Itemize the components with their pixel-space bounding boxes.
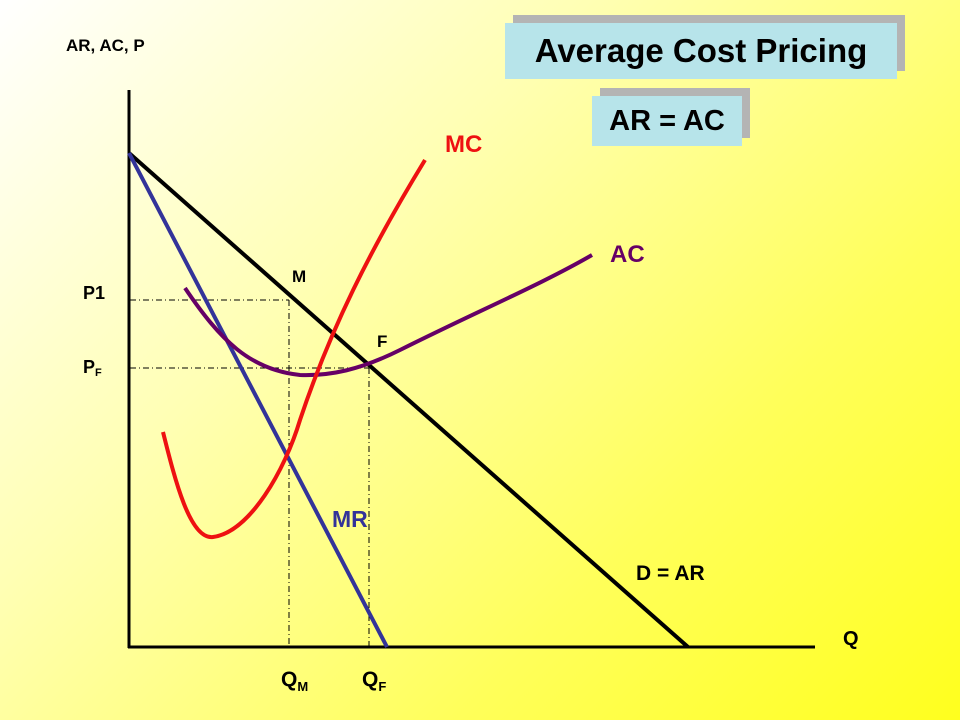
point-f-label: F xyxy=(377,332,387,351)
mr-label: MR xyxy=(332,506,368,532)
qm-main: Q xyxy=(281,668,297,691)
qm-sub: M xyxy=(297,679,308,694)
subtitle-box: AR = AC xyxy=(592,96,742,146)
y-axis-label: AR, AC, P xyxy=(66,36,145,55)
guide-lines xyxy=(130,299,370,646)
qm-label: QM xyxy=(281,668,308,694)
mr-curve xyxy=(127,152,389,648)
mc-label: MC xyxy=(445,131,482,158)
ac-curve xyxy=(183,253,593,378)
demand-curve xyxy=(127,151,690,649)
qf-label: QF xyxy=(362,668,386,694)
point-m-label: M xyxy=(292,267,306,286)
pf-sub: F xyxy=(95,367,102,379)
pf-main: P xyxy=(83,357,95,377)
ac-label: AC xyxy=(610,241,645,268)
mc-curve xyxy=(161,158,427,539)
diagram-subtitle: AR = AC xyxy=(609,104,725,137)
qf-sub: F xyxy=(378,679,386,694)
x-axis-label: Q xyxy=(843,628,859,650)
demand-label: D = AR xyxy=(636,562,705,585)
diagram-title: Average Cost Pricing xyxy=(534,32,868,69)
qf-main: Q xyxy=(362,668,378,691)
p1-label: P1 xyxy=(83,283,105,303)
title-box: Average Cost Pricing xyxy=(505,23,897,79)
pf-label: PF xyxy=(83,357,102,379)
